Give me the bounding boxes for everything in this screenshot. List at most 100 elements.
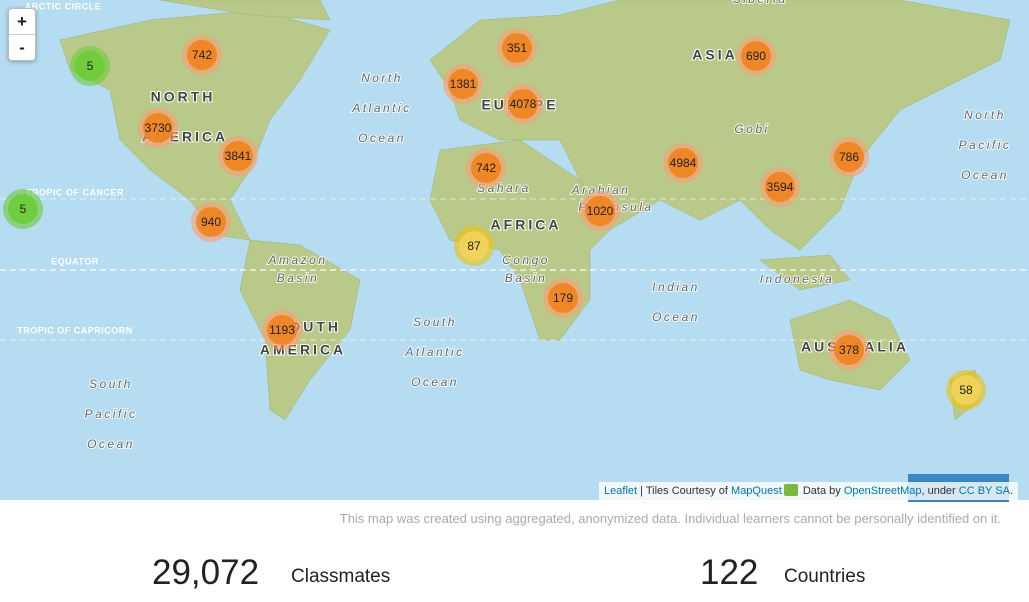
cluster-marker[interactable]: 4078 — [503, 84, 543, 124]
map-label: ASIA — [692, 47, 737, 63]
map-label: Ocean — [87, 437, 135, 451]
license-link[interactable]: CC BY SA — [958, 485, 1010, 497]
cluster-count: 351 — [507, 41, 527, 55]
cluster-count: 742 — [192, 48, 212, 62]
cluster-core — [741, 41, 771, 71]
cluster-marker[interactable]: 351 — [497, 28, 537, 68]
cluster-marker[interactable]: 58 — [946, 370, 986, 410]
cluster-count: 3730 — [145, 121, 172, 135]
cluster-core — [75, 51, 105, 81]
cluster-core — [8, 194, 38, 224]
cluster-marker[interactable]: 378 — [829, 330, 869, 370]
cluster-count: 378 — [839, 343, 859, 357]
cluster-count: 3594 — [767, 180, 794, 194]
map-label: NORTH — [151, 89, 216, 105]
cluster-count: 179 — [553, 291, 573, 305]
cluster-core — [267, 315, 297, 345]
cluster-marker[interactable]: 3594 — [760, 167, 800, 207]
cluster-core — [471, 153, 501, 183]
map-label: Ocean — [961, 168, 1009, 182]
mapquest-link[interactable]: MapQuest — [731, 485, 782, 497]
cluster-core — [448, 69, 478, 99]
cluster-marker[interactable]: 690 — [736, 36, 776, 76]
cluster-core — [143, 113, 173, 143]
cluster-marker[interactable]: 87 — [454, 226, 494, 266]
cluster-marker[interactable]: 3730 — [138, 108, 178, 148]
map-label: South — [413, 315, 457, 329]
attribution-text: , under — [921, 485, 959, 497]
cluster-core — [765, 172, 795, 202]
cluster-marker[interactable]: 742 — [182, 35, 222, 75]
cluster-core — [585, 196, 615, 226]
zoom-control: + - — [8, 8, 36, 61]
cluster-count: 4078 — [510, 97, 537, 111]
attribution-text: | Tiles Courtesy of — [637, 485, 732, 497]
map-label: Basin — [277, 271, 320, 285]
cluster-core — [951, 375, 981, 405]
cluster-core — [223, 141, 253, 171]
cluster-count: 940 — [201, 215, 221, 229]
zoom-out[interactable]: - — [19, 38, 25, 57]
cluster-marker[interactable]: 742 — [466, 148, 506, 188]
cluster-marker[interactable]: 1193 — [262, 310, 302, 350]
cluster-count: 4984 — [670, 156, 697, 170]
cluster-marker[interactable]: 179 — [543, 278, 583, 318]
map[interactable]: ARCTIC CIRCLE TROPIC OF CANCER EQUATOR TROP… — [0, 0, 1029, 500]
cluster-count: 1193 — [269, 323, 295, 337]
disclaimer: This map was created using aggregated, a… — [339, 511, 1001, 526]
map-label: ARCTIC CIRCLE — [25, 1, 102, 11]
cluster-marker[interactable]: 940 — [191, 202, 231, 242]
cluster-count: 742 — [476, 161, 496, 175]
cluster-marker[interactable]: 4984 — [663, 143, 703, 183]
cluster-core — [196, 207, 226, 237]
cluster-marker[interactable]: 1381 — [443, 64, 483, 104]
map-label: TROPIC OF CANCER — [26, 187, 124, 197]
cluster-marker[interactable]: 5 — [3, 189, 43, 229]
stat-number: 29,072 — [152, 553, 260, 592]
stat-number: 122 — [700, 553, 759, 592]
map-label: Basin — [505, 271, 548, 285]
map-label: North — [964, 108, 1006, 122]
map-label: Indonesia — [760, 272, 835, 286]
cluster-marker[interactable]: 1020 — [580, 191, 620, 231]
cluster-marker[interactable]: 3841 — [218, 136, 258, 176]
cluster-core — [459, 231, 489, 261]
stat-label: Classmates — [291, 566, 391, 587]
cluster-core — [502, 33, 532, 63]
cluster-marker[interactable]: 786 — [829, 137, 869, 177]
mapquest-icon — [783, 484, 798, 496]
attribution: Leaflet | Tiles Courtesy of MapQuest Dat… — [599, 482, 1018, 500]
map-label: Pacific — [85, 407, 138, 421]
cluster-count: 1381 — [450, 77, 477, 91]
cluster-count: 1020 — [587, 204, 614, 218]
map-label: Ocean — [411, 375, 459, 389]
map-label: Gobi — [734, 122, 769, 136]
cluster-count: 3841 — [225, 149, 252, 163]
map-label: Pacific — [959, 138, 1012, 152]
cluster-core — [508, 89, 538, 119]
osm-link[interactable]: OpenStreetMap — [843, 485, 922, 497]
attribution-text: Data by — [799, 485, 844, 497]
cluster-core — [668, 148, 698, 178]
cluster-core — [834, 335, 864, 365]
cluster-count: 58 — [959, 383, 973, 397]
map-label: Indian — [652, 280, 700, 294]
map-label: TROPIC OF CAPRICORN — [17, 325, 133, 335]
cluster-count: 690 — [746, 49, 766, 63]
cluster-marker[interactable]: 5 — [70, 46, 110, 86]
cluster-core — [834, 142, 864, 172]
map-label: South — [89, 377, 133, 391]
attribution-text: . — [1009, 485, 1013, 497]
map-label: Atlantic — [404, 345, 464, 359]
cluster-count: 786 — [839, 150, 859, 164]
map-label: Siberia — [733, 0, 788, 6]
map-label: Ocean — [652, 310, 700, 324]
map-label: Atlantic — [351, 101, 411, 115]
map-label: Congo — [502, 253, 550, 267]
map-label: Amazon — [267, 253, 327, 267]
zoom-in[interactable]: + — [9, 9, 35, 35]
stat-label: Countries — [784, 566, 866, 587]
leaflet-link[interactable]: Leaflet — [604, 485, 638, 497]
cluster-count: 5 — [87, 59, 94, 73]
